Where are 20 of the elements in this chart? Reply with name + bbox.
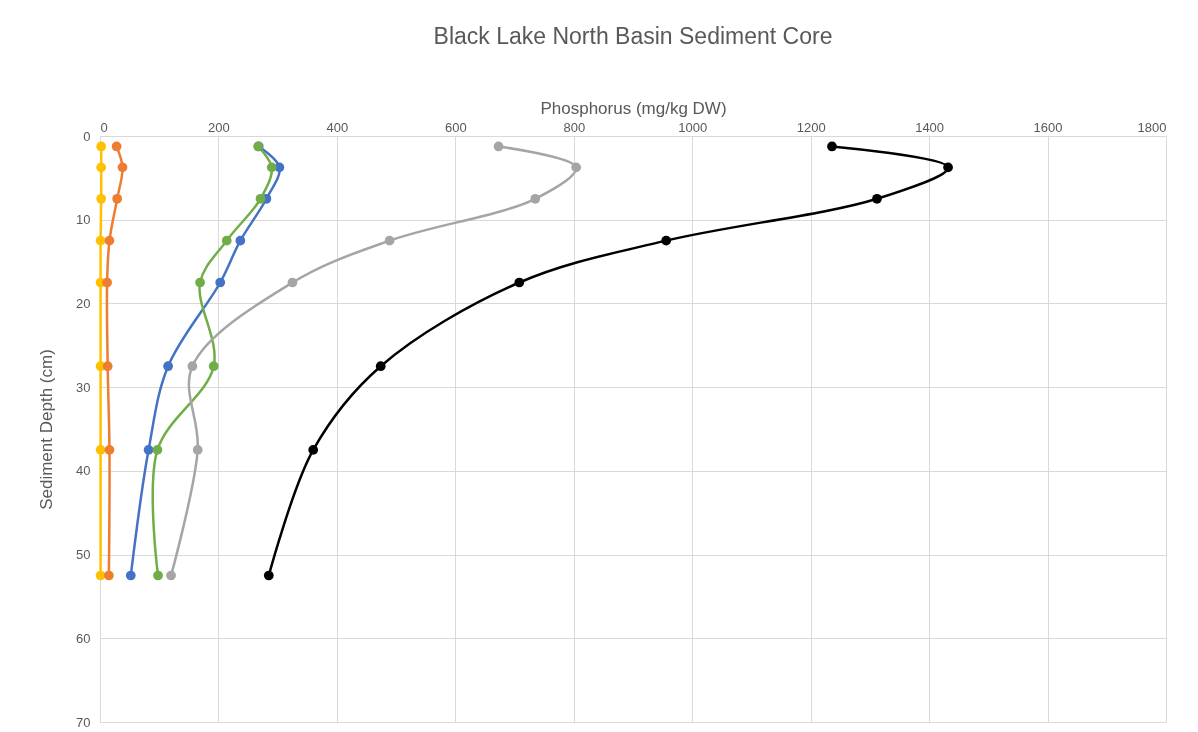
y-tick-label: 20 [76, 295, 91, 311]
y-tick-label: 60 [76, 630, 91, 646]
x-tick-label: 1200 [796, 119, 826, 135]
x-axis-title: Phosphorus (mg/kg DW) [540, 98, 727, 118]
y-tick-label: 30 [76, 379, 91, 395]
y-tick-label: 50 [76, 547, 91, 563]
y-axis-title: Sediment Depth (cm) [37, 349, 57, 510]
y-tick-label: 40 [76, 463, 91, 479]
x-tick-label: 800 [563, 119, 586, 135]
y-tick-label: 10 [76, 212, 91, 228]
y-tick-label: 70 [76, 714, 91, 730]
chart-title: Black Lake North Basin Sediment Core [433, 23, 833, 49]
x-tick-label: 200 [208, 119, 230, 135]
x-tick-label: 1400 [915, 119, 945, 135]
x-tick-label: 1600 [1033, 119, 1063, 135]
x-tick-label: 600 [444, 119, 467, 135]
x-tick-label: 400 [326, 119, 349, 135]
x-tick-label: 0 [100, 119, 108, 135]
x-tick-label: 1000 [678, 119, 708, 135]
x-tick-label: 1800 [1137, 119, 1167, 135]
